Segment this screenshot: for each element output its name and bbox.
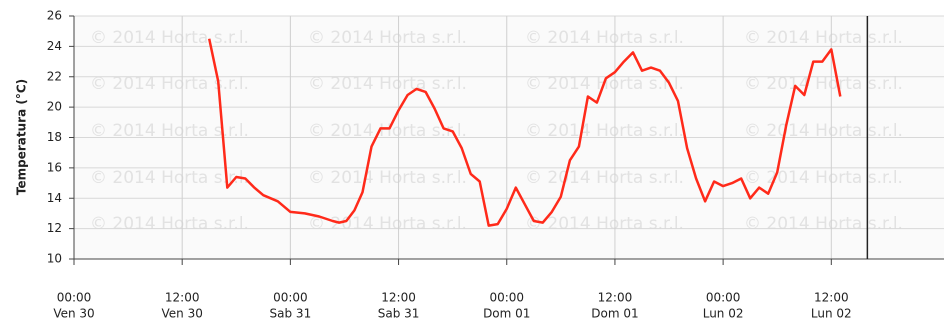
watermark: © 2014 Horta s.r.l. (308, 74, 467, 94)
watermark: © 2014 Horta s.r.l. (90, 168, 249, 188)
y-axis-label: Temperatura (°C) (15, 79, 29, 195)
x-tick-label: 12:00 (814, 291, 849, 305)
y-tick-label: 24 (47, 39, 62, 53)
y-tick-label: 16 (47, 160, 62, 174)
watermark: © 2014 Horta s.r.l. (308, 168, 467, 188)
y-tick-label: 20 (47, 100, 62, 114)
y-tick-label: 14 (47, 191, 62, 205)
watermark: © 2014 Horta s.r.l. (744, 168, 903, 188)
y-tick-label: 10 (47, 252, 62, 266)
y-tick-label: 18 (47, 130, 62, 144)
x-tick-label: 00:00 (489, 291, 524, 305)
x-tick-label: 12:00 (165, 291, 200, 305)
x-tick-label: 00:00 (57, 291, 92, 305)
x-tick-label: 00:00 (706, 291, 741, 305)
x-tick-label: Dom 01 (483, 307, 530, 321)
watermark: © 2014 Horta s.r.l. (90, 28, 249, 48)
y-tick-label: 26 (47, 9, 62, 23)
watermark: © 2014 Horta s.r.l. (308, 121, 467, 141)
watermark: © 2014 Horta s.r.l. (744, 28, 903, 48)
x-tick-label: Sab 31 (378, 307, 420, 321)
watermark: © 2014 Horta s.r.l. (308, 28, 467, 48)
watermark: © 2014 Horta s.r.l. (744, 74, 903, 94)
watermark: © 2014 Horta s.r.l. (525, 28, 684, 48)
watermark: © 2014 Horta s.r.l. (525, 168, 684, 188)
x-tick-label: Sab 31 (270, 307, 312, 321)
x-tick-label: Ven 30 (162, 307, 203, 321)
x-tick-label: Lun 02 (703, 307, 744, 321)
watermark: © 2014 Horta s.r.l. (744, 214, 903, 234)
x-tick-label: 12:00 (598, 291, 633, 305)
line-series (207, 38, 842, 227)
x-tick-label: Lun 02 (811, 307, 852, 321)
x-tick-label: Dom 01 (591, 307, 638, 321)
watermark: © 2014 Horta s.r.l. (525, 121, 684, 141)
x-tick-label: 00:00 (273, 291, 308, 305)
watermark: © 2014 Horta s.r.l. (90, 121, 249, 141)
watermark: © 2014 Horta s.r.l. (90, 74, 249, 94)
y-tick-label: 22 (47, 69, 62, 83)
watermark: © 2014 Horta s.r.l. (308, 214, 467, 234)
x-tick-label: 12:00 (381, 291, 416, 305)
x-tick-label: Ven 30 (53, 307, 94, 321)
y-tick-label: 12 (47, 221, 62, 235)
watermark: © 2014 Horta s.r.l. (90, 214, 249, 234)
